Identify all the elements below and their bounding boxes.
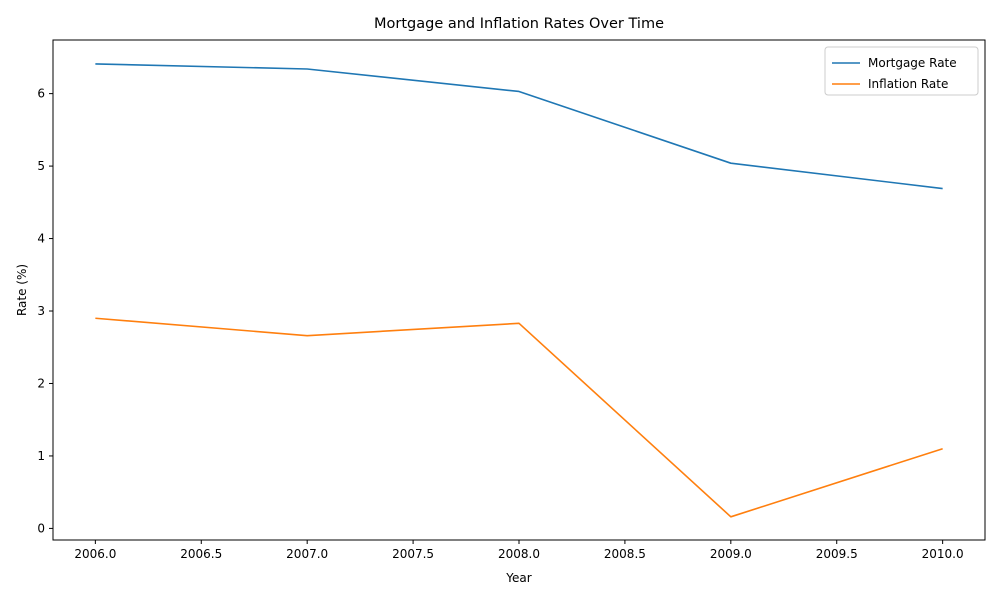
y-tick-label: 3 (37, 304, 45, 318)
x-tick-label: 2007.0 (286, 547, 328, 561)
y-tick-label: 2 (37, 376, 45, 390)
chart-title: Mortgage and Inflation Rates Over Time (374, 16, 664, 32)
y-tick-label: 5 (37, 159, 45, 173)
series-line-mortgage-rate (95, 63, 943, 190)
legend-box (824, 46, 979, 96)
x-tick-label: 2010.0 (922, 547, 964, 561)
legend: Mortgage Rate Inflation Rate (824, 46, 979, 96)
x-tick-label: 2006.5 (180, 547, 222, 561)
series-line-inflation-rate (95, 317, 943, 518)
y-axis-title: Rate (%) (15, 264, 29, 316)
x-tick-label: 2009.0 (710, 547, 752, 561)
x-tick-label: 2009.5 (816, 547, 858, 561)
legend-label-mortgage-rate: Mortgage Rate (868, 56, 957, 70)
legend-label-inflation-rate: Inflation Rate (868, 77, 948, 91)
y-tick-label: 1 (37, 449, 45, 463)
x-axis-ticks: 2006.0 2006.5 2007.0 2007.5 2008.0 2008.5 2009… (74, 540, 964, 561)
x-tick-label: 2006.0 (74, 547, 116, 561)
x-tick-label: 2008.0 (498, 547, 540, 561)
y-tick-label: 0 (37, 521, 45, 535)
y-axis-ticks: 0 1 2 3 4 5 6 (37, 87, 53, 535)
y-tick-label: 6 (37, 87, 45, 101)
x-tick-label: 2007.5 (392, 547, 434, 561)
x-tick-label: 2008.5 (604, 547, 646, 561)
y-tick-label: 4 (37, 232, 45, 246)
x-axis-title: Year (505, 571, 531, 585)
series-layer (95, 63, 943, 518)
